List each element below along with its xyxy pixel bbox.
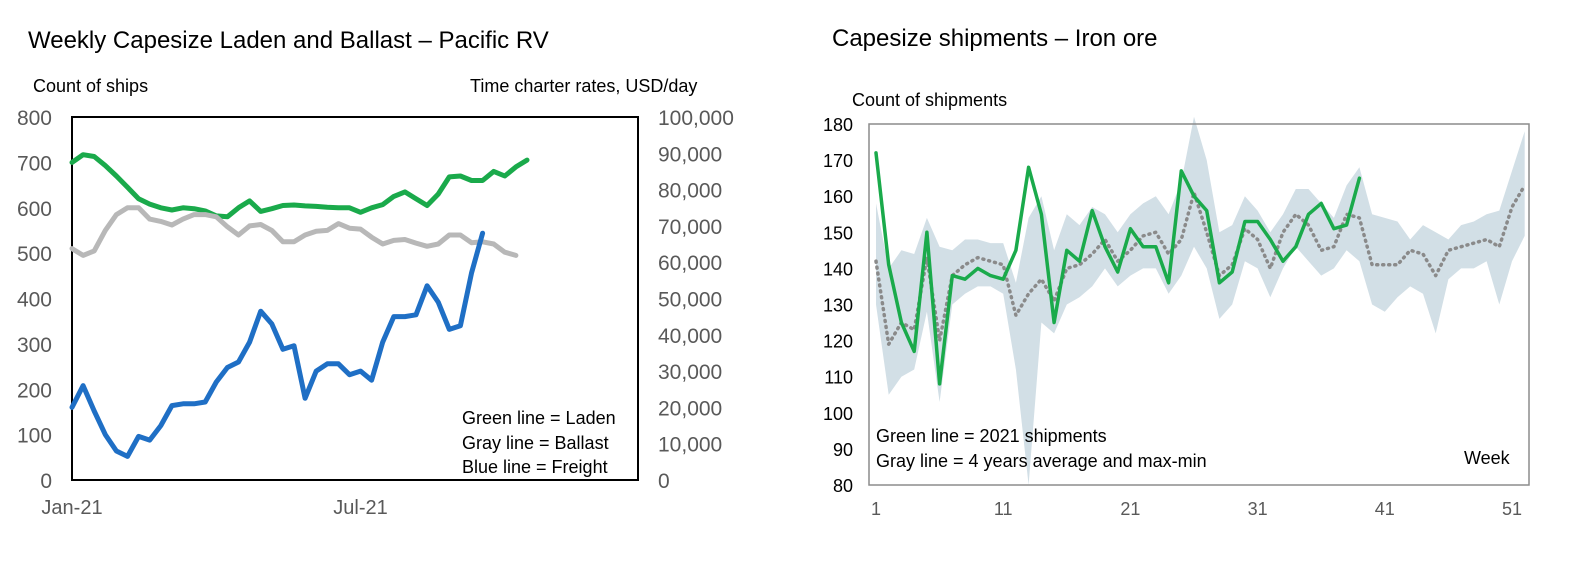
- right-plot-frame: [868, 123, 1530, 486]
- right-axis-tick-label: 70,000: [658, 216, 722, 239]
- right-x-tick-label: 41: [1375, 499, 1395, 519]
- right-x-tick-label: 11: [994, 499, 1013, 519]
- left-chart-y2label: Time charter rates, USD/day: [470, 76, 698, 96]
- right-y-tick-label: 80: [833, 476, 853, 496]
- left-y-tick-label: 100: [17, 425, 52, 448]
- right-axis-tick-label: 50,000: [658, 289, 722, 312]
- left-x-tick-label: Jul-21: [333, 497, 387, 519]
- left-chart: 0 100 200 300 400 500 600 700 800 0 10,000 20,000 30…: [17, 107, 734, 519]
- right-y-tick-label: 150: [823, 223, 853, 243]
- right-axis-tick-label: 100,000: [658, 107, 734, 130]
- series-line-ballast: [69, 205, 519, 258]
- left-legend-line-2: Gray line = Ballast: [462, 433, 609, 453]
- right-x-tick-label: 1: [871, 499, 881, 519]
- right-chart-title: Capesize shipments – Iron ore: [832, 25, 1158, 52]
- left-plot-frame: [71, 116, 639, 481]
- right-y-tick-label: 180: [823, 115, 853, 135]
- left-x-tick-label: Jan-21: [41, 497, 102, 519]
- left-y-tick-label: 400: [17, 289, 52, 312]
- right-axis-tick-label: 30,000: [658, 361, 722, 384]
- right-y-tick-label: 160: [823, 187, 853, 207]
- right-axis-tick-label: 0: [658, 470, 670, 493]
- right-legend-line-2: Gray line = 4 years average and max-min: [876, 451, 1207, 471]
- right-y-tick-label: 170: [823, 151, 853, 171]
- right-y-tick-label: 90: [833, 440, 853, 460]
- left-y-tick-label: 600: [17, 198, 52, 221]
- right-x-tick-label: 21: [1120, 499, 1140, 519]
- left-y-tick-label: 500: [17, 243, 52, 266]
- series-line-laden: [69, 152, 530, 220]
- right-y-tick-label: 120: [823, 332, 853, 352]
- right-chart-ylabel: Count of shipments: [852, 90, 1008, 110]
- right-y-tick-label: 100: [823, 404, 853, 424]
- average-dotted-line: [874, 183, 1527, 346]
- left-y-tick-label: 800: [17, 107, 52, 130]
- right-legend-line-1: Green line = 2021 shipments: [876, 426, 1107, 446]
- left-y-tick-label: 200: [17, 379, 52, 402]
- right-y-tick-label: 110: [824, 368, 853, 388]
- series-line-freight: [69, 230, 486, 459]
- left-chart-title: Weekly Capesize Laden and Ballast – Paci…: [28, 27, 549, 54]
- right-axis-tick-label: 10,000: [658, 434, 722, 457]
- right-axis-tick-label: 20,000: [658, 397, 722, 420]
- right-y-tick-label: 140: [823, 259, 853, 279]
- left-y-tick-label: 300: [17, 334, 52, 357]
- left-chart-ylabel: Count of ships: [33, 76, 149, 96]
- right-x-tick-label: 51: [1502, 499, 1522, 519]
- right-axis-tick-label: 40,000: [658, 325, 722, 348]
- shipments-2021-line: [874, 151, 1362, 386]
- right-chart-xlabel: Week: [1464, 448, 1510, 468]
- left-legend-line-3: Blue line = Freight: [462, 457, 608, 477]
- right-axis-tick-label: 90,000: [658, 143, 722, 166]
- right-y-tick-label: 130: [823, 296, 853, 316]
- left-y-tick-label: 700: [17, 152, 52, 175]
- right-axis-tick-label: 60,000: [658, 252, 722, 275]
- left-legend-line-1: Green line = Laden: [462, 408, 616, 428]
- right-axis-tick-label: 80,000: [658, 180, 722, 203]
- right-x-tick-label: 31: [1248, 499, 1268, 519]
- left-y-tick-label: 0: [40, 470, 52, 493]
